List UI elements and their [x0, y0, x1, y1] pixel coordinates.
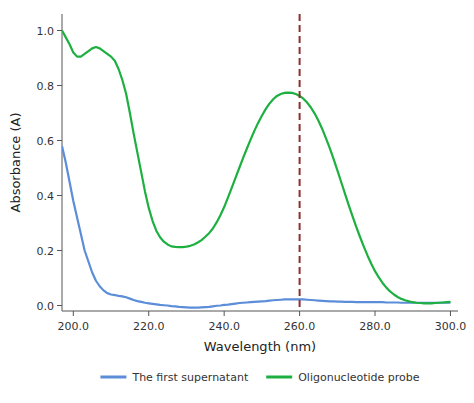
reference-line — [299, 14, 301, 311]
x-tick-label: 300.0 — [435, 320, 467, 333]
plot-area — [62, 14, 450, 311]
legend-swatch — [266, 376, 292, 379]
x-axis-line — [62, 311, 458, 312]
legend-label: The first supernatant — [131, 371, 248, 384]
x-ticks: 200.0 220.0 240.0 260.0 280.0 300.0 — [58, 311, 467, 333]
series-line — [62, 31, 450, 304]
y-axis-line — [62, 14, 63, 311]
x-tick — [73, 311, 74, 316]
y-tick-label: 0.2 — [37, 245, 55, 258]
x-tick — [148, 311, 149, 316]
y-tick — [57, 305, 62, 306]
x-tick — [299, 311, 300, 316]
y-tick — [57, 30, 62, 31]
y-tick — [57, 140, 62, 141]
x-tick-label: 200.0 — [58, 320, 90, 333]
y-tick — [57, 195, 62, 196]
y-tick — [57, 250, 62, 251]
x-tick-label: 260.0 — [284, 320, 316, 333]
legend-item: Oligonucleotide probe — [266, 371, 420, 384]
series-line — [62, 146, 450, 308]
y-tick-label: 0.8 — [37, 80, 55, 93]
x-axis-label: Wavelength (nm) — [204, 339, 316, 354]
chart: 200.0220.0240.0260.0280.0300.00.00.20.40… — [0, 0, 474, 403]
x-tick — [375, 311, 376, 316]
legend-label: Oligonucleotide probe — [298, 371, 420, 384]
y-tick-label: 0.6 — [37, 135, 55, 148]
legend-item: The first supernatant — [100, 371, 248, 384]
y-tick-label: 1.0 — [37, 25, 55, 38]
y-tick-label: 0.0 — [37, 300, 55, 313]
x-tick-label: 280.0 — [359, 320, 391, 333]
x-tick-label: 220.0 — [133, 320, 165, 333]
legend-swatch — [100, 376, 126, 379]
x-tick — [450, 311, 451, 316]
y-axis-label: Absorbance (A) — [8, 113, 23, 213]
y-tick — [57, 85, 62, 86]
x-tick — [224, 311, 225, 316]
y-tick-label: 0.4 — [37, 190, 55, 203]
legend: The first supernatant Oligonucleotide pro… — [100, 371, 419, 384]
x-tick-label: 240.0 — [208, 320, 240, 333]
y-ticks: 0.0 0.2 0.4 0.6 0.8 1.0 — [37, 25, 63, 313]
